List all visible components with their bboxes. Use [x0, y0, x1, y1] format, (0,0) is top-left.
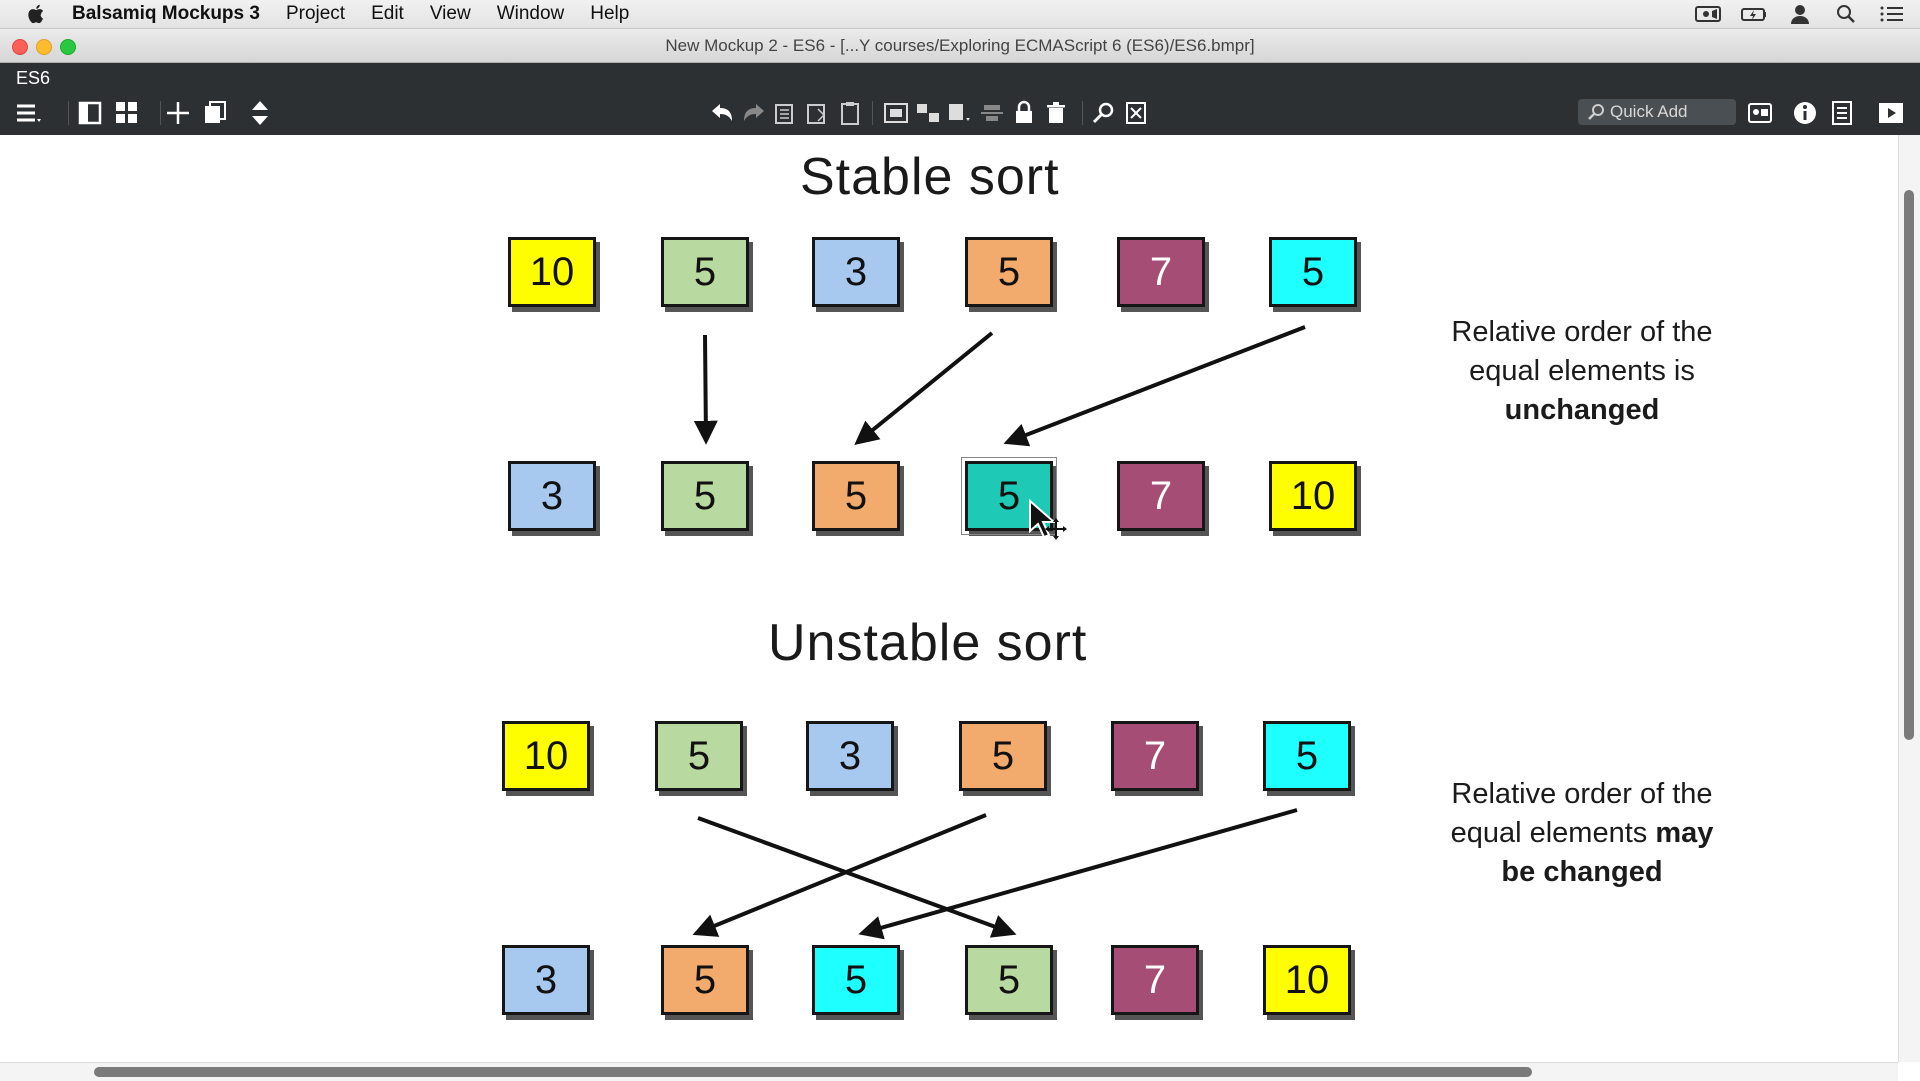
- stable-bottom-box-3[interactable]: 5: [812, 461, 900, 531]
- search-icon: [1588, 104, 1604, 120]
- mockup-canvas[interactable]: Stable sort 10 5 3 5 7 5 3 5 5 5 7 10 Re…: [0, 135, 1898, 1062]
- quick-add-input[interactable]: Quick Add: [1578, 99, 1736, 125]
- unstable-note-bold-b: be changed: [1501, 856, 1663, 888]
- stable-note-bold: unchanged: [1504, 394, 1660, 426]
- screen-record-icon[interactable]: [1694, 3, 1722, 25]
- menu-bar: Balsamiq Mockups 3 Project Edit View Win…: [0, 0, 1920, 29]
- arrange-icon[interactable]: [946, 99, 974, 127]
- info-icon[interactable]: [1791, 99, 1819, 127]
- panel-icon[interactable]: [77, 99, 105, 127]
- close-doc-icon[interactable]: [1122, 99, 1150, 127]
- arrow-unstable-1: [697, 816, 1017, 938]
- window-minimize-button[interactable]: [36, 39, 52, 55]
- unstable-bottom-box-6[interactable]: 10: [1263, 945, 1351, 1015]
- arrow-unstable-2: [692, 813, 987, 937]
- unstable-top-box-5[interactable]: 7: [1111, 721, 1199, 791]
- paste-icon[interactable]: [804, 99, 832, 127]
- menu-view[interactable]: View: [429, 3, 471, 24]
- search-icon[interactable]: [1090, 99, 1118, 127]
- unstable-note-bold-a: may: [1655, 817, 1714, 849]
- app-header: ES6 Quick Add: [0, 63, 1920, 135]
- stable-note[interactable]: Relative order of the equal elements is …: [1412, 313, 1752, 430]
- vertical-scrollbar[interactable]: [1898, 135, 1920, 1062]
- arrow-unstable-3: [858, 808, 1298, 940]
- menu-app-name[interactable]: Balsamiq Mockups 3: [72, 3, 260, 24]
- unstable-note-line1: Relative order of the: [1451, 778, 1713, 810]
- unstable-top-box-2[interactable]: 5: [655, 721, 743, 791]
- toolbar: Quick Add: [0, 93, 1920, 133]
- unstable-top-box-6[interactable]: 5: [1263, 721, 1351, 791]
- arrows-layer: [692, 325, 1306, 940]
- stable-bottom-box-5[interactable]: 7: [1117, 461, 1205, 531]
- stable-top-box-2[interactable]: 5: [661, 237, 749, 307]
- stable-top-box-4[interactable]: 5: [965, 237, 1053, 307]
- user-icon[interactable]: [1786, 3, 1814, 25]
- horizontal-scrollbar[interactable]: [0, 1062, 1898, 1081]
- group-icon[interactable]: [882, 99, 910, 127]
- present-icon[interactable]: [1877, 99, 1905, 127]
- unstable-top-box-1[interactable]: 10: [502, 721, 590, 791]
- quick-add-placeholder: Quick Add: [1610, 102, 1688, 121]
- stable-top-box-5[interactable]: 7: [1117, 237, 1205, 307]
- stable-top-box-1[interactable]: 10: [508, 237, 596, 307]
- spotlight-search-icon[interactable]: [1832, 3, 1860, 25]
- stable-note-line1: Relative order of the: [1451, 316, 1713, 348]
- window-title-bar: New Mockup 2 - ES6 - [...Y courses/Explo…: [0, 29, 1920, 63]
- menu-help[interactable]: Help: [590, 3, 630, 24]
- menu-project[interactable]: Project: [285, 3, 346, 24]
- unstable-bottom-box-4[interactable]: 5: [965, 945, 1053, 1015]
- undo-icon[interactable]: [708, 99, 736, 127]
- window-close-button[interactable]: [12, 39, 28, 55]
- arrow-stable-3: [1003, 325, 1306, 447]
- stable-bottom-box-1[interactable]: 3: [508, 461, 596, 531]
- stable-sort-title[interactable]: Stable sort: [800, 148, 1060, 206]
- unstable-note-line2: equal elements: [1450, 817, 1656, 849]
- theme-icon[interactable]: [1746, 99, 1774, 127]
- horizontal-scroll-thumb[interactable]: [94, 1067, 1532, 1077]
- window-title: New Mockup 2 - ES6 - [...Y courses/Explo…: [665, 36, 1255, 55]
- unstable-sort-title[interactable]: Unstable sort: [768, 614, 1088, 672]
- stable-bottom-box-4-selected[interactable]: 5: [961, 457, 1057, 535]
- apple-icon[interactable]: [26, 3, 48, 25]
- move-cursor-icon: [1029, 499, 1067, 540]
- vertical-scroll-thumb[interactable]: [1904, 190, 1914, 740]
- duplicate-icon[interactable]: [202, 99, 230, 127]
- unstable-top-box-3[interactable]: 3: [806, 721, 894, 791]
- unstable-bottom-box-5[interactable]: 7: [1111, 945, 1199, 1015]
- list-icon[interactable]: [1828, 99, 1856, 127]
- stable-top-box-6[interactable]: 5: [1269, 237, 1357, 307]
- unstable-bottom-box-3[interactable]: 5: [812, 945, 900, 1015]
- arrow-stable-1: [693, 334, 718, 445]
- notification-list-icon[interactable]: [1878, 3, 1906, 25]
- add-icon[interactable]: [164, 99, 192, 127]
- stable-bottom-box-2[interactable]: 5: [661, 461, 749, 531]
- stable-bottom-box-6[interactable]: 10: [1269, 461, 1357, 531]
- menu-window[interactable]: Window: [496, 3, 565, 24]
- stable-top-box-3[interactable]: 3: [812, 237, 900, 307]
- unstable-bottom-box-1[interactable]: 3: [502, 945, 590, 1015]
- arrow-stable-2: [854, 331, 994, 446]
- align-icon[interactable]: [978, 99, 1006, 127]
- redo-icon[interactable]: [740, 99, 768, 127]
- unstable-bottom-box-2[interactable]: 5: [661, 945, 749, 1015]
- grid-icon[interactable]: [113, 99, 141, 127]
- document-tab[interactable]: ES6: [16, 68, 51, 88]
- lock-icon[interactable]: [1010, 99, 1038, 127]
- reorder-icon[interactable]: [246, 99, 274, 127]
- window-zoom-button[interactable]: [60, 39, 76, 55]
- menu-edit[interactable]: Edit: [371, 3, 404, 24]
- stable-note-line2: equal elements is: [1469, 355, 1695, 387]
- unstable-top-box-4[interactable]: 5: [959, 721, 1047, 791]
- delete-icon[interactable]: [1042, 99, 1070, 127]
- ungroup-icon[interactable]: [914, 99, 942, 127]
- unstable-note[interactable]: Relative order of the equal elements may…: [1412, 775, 1752, 892]
- battery-icon[interactable]: [1740, 3, 1768, 25]
- clipboard-icon[interactable]: [836, 99, 864, 127]
- copy-icon[interactable]: [772, 99, 800, 127]
- menu-icon[interactable]: [14, 99, 42, 127]
